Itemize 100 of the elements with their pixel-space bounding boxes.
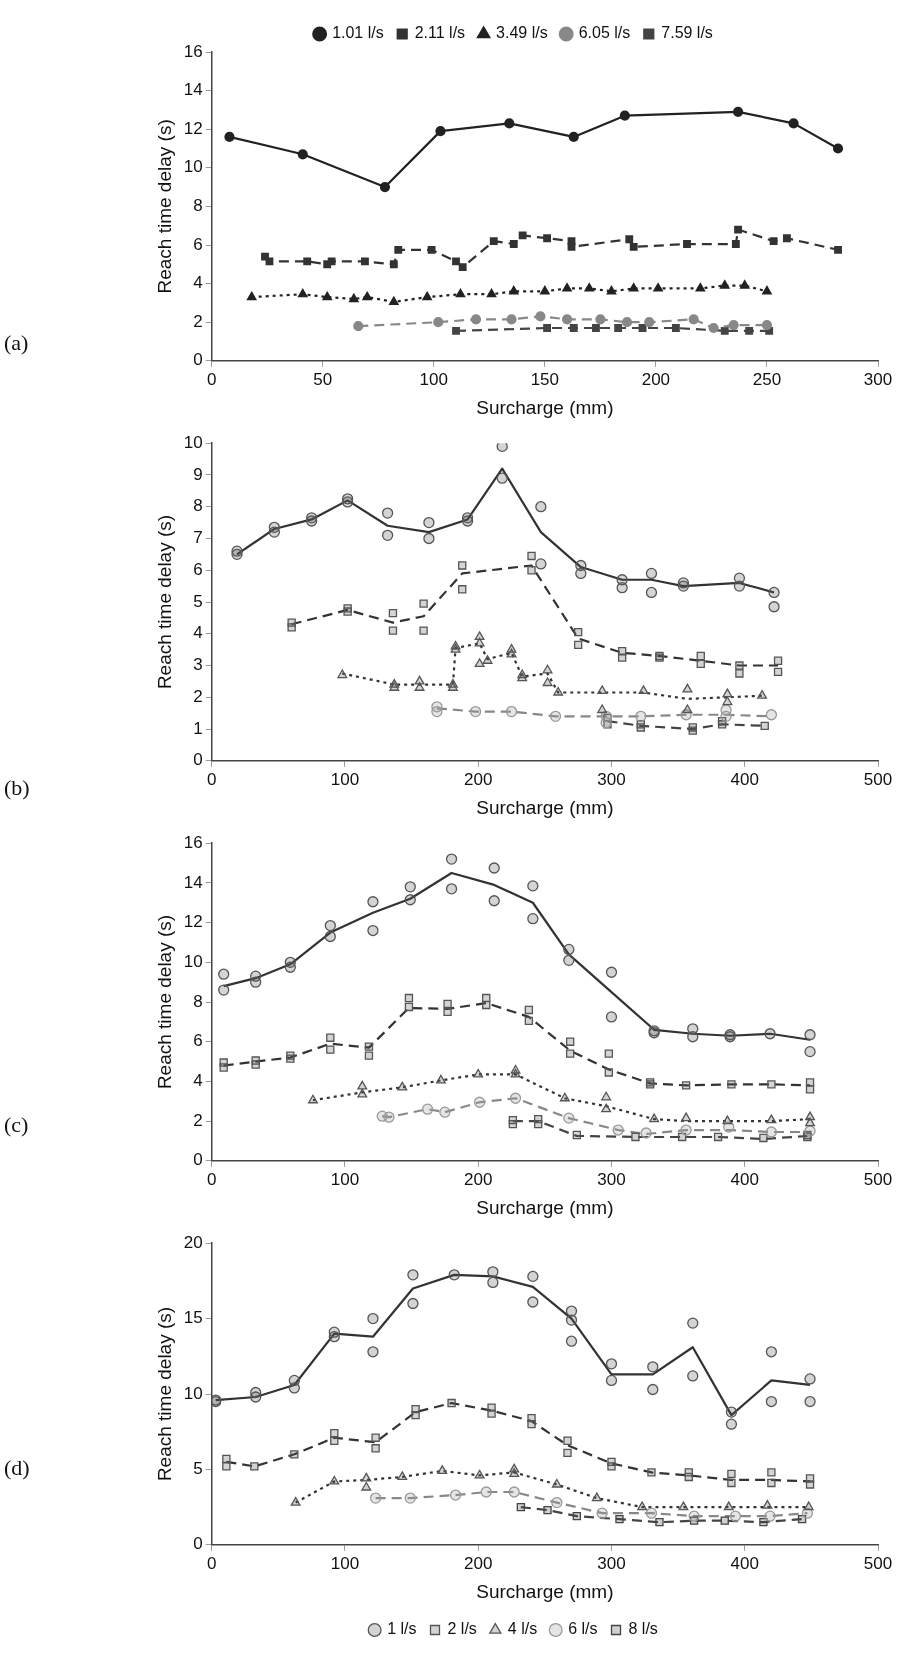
point (487, 1276, 499, 1289)
legend-label: 1 l/s (387, 1620, 417, 1638)
point (367, 896, 379, 908)
point (834, 245, 842, 254)
point (222, 1454, 231, 1464)
point (561, 314, 573, 325)
point (414, 682, 425, 691)
point (649, 1113, 660, 1123)
point (389, 682, 400, 691)
point (565, 1305, 578, 1317)
point (439, 1106, 451, 1118)
point (383, 1111, 395, 1123)
y-axis-title: Reach time delay (s) (153, 1306, 175, 1482)
point (421, 1103, 434, 1115)
point (653, 283, 663, 292)
point (682, 704, 693, 714)
point (224, 131, 235, 143)
point (655, 1517, 664, 1527)
point (767, 1478, 776, 1488)
point (645, 1507, 658, 1519)
point (509, 1092, 522, 1104)
point (696, 651, 705, 661)
point (452, 257, 460, 266)
point (735, 669, 744, 678)
point (288, 1382, 300, 1394)
point (361, 1481, 372, 1491)
legend-label: 2 l/s (447, 1620, 477, 1638)
point (647, 1361, 659, 1373)
x-axis-title: Surcharge (mm) (476, 1580, 614, 1602)
point (644, 317, 655, 328)
point (695, 283, 705, 292)
point (681, 1112, 692, 1122)
point (324, 919, 336, 932)
y-tick-label: 14 (183, 872, 203, 892)
point (535, 501, 547, 513)
point (327, 257, 336, 266)
point (762, 1499, 773, 1509)
point (404, 894, 416, 906)
x-tick-label: 0 (206, 1169, 217, 1189)
y-tick-label: 5 (193, 1459, 203, 1479)
point (379, 182, 391, 193)
point (486, 289, 497, 298)
point (768, 586, 780, 599)
point (388, 608, 398, 618)
point (804, 1373, 816, 1385)
point (671, 324, 680, 332)
point (543, 324, 551, 332)
point (488, 895, 500, 907)
x-tick-label: 100 (419, 369, 448, 389)
point (725, 1406, 738, 1418)
point (524, 1005, 534, 1015)
point (788, 118, 799, 129)
point (722, 1115, 733, 1125)
x-tick-label: 200 (464, 769, 493, 789)
y-tick-label: 16 (183, 41, 203, 61)
point (337, 669, 348, 679)
y-tick-label: 14 (183, 80, 203, 100)
x-axis-title: Surcharge (mm) (476, 396, 614, 418)
point (389, 260, 398, 269)
point (727, 1080, 736, 1089)
point (595, 314, 606, 325)
point (684, 1472, 693, 1482)
point (290, 1450, 299, 1459)
y-axis-title: Reach time delay (s) (153, 914, 175, 1090)
point (422, 292, 432, 301)
point (592, 324, 600, 332)
point (447, 682, 458, 691)
y-tick-label: 0 (193, 1534, 203, 1554)
point (783, 234, 791, 243)
point (527, 1296, 539, 1308)
point (388, 626, 398, 635)
point (290, 1496, 301, 1506)
point (505, 705, 518, 718)
point (496, 472, 508, 484)
x-tick-label: 300 (597, 1169, 626, 1189)
point (542, 677, 553, 687)
legend-label: 2.11 l/s (414, 24, 466, 42)
point (606, 286, 617, 295)
point (419, 599, 428, 608)
point (728, 320, 739, 331)
point (767, 1080, 776, 1089)
point (509, 286, 519, 295)
point (762, 286, 772, 295)
point (720, 710, 732, 722)
point (645, 567, 658, 580)
point (364, 1051, 374, 1060)
point (764, 1510, 776, 1522)
point (687, 1370, 699, 1382)
point (601, 1091, 612, 1101)
text: (d) (4, 1455, 30, 1481)
point (469, 705, 482, 718)
x-tick-label: 400 (730, 1169, 759, 1189)
point (474, 658, 485, 668)
point (573, 640, 583, 650)
point (765, 1395, 778, 1408)
point (688, 314, 699, 325)
point (601, 1103, 612, 1113)
point (638, 685, 649, 695)
y-tick-label: 6 (193, 559, 203, 579)
point (433, 317, 444, 328)
